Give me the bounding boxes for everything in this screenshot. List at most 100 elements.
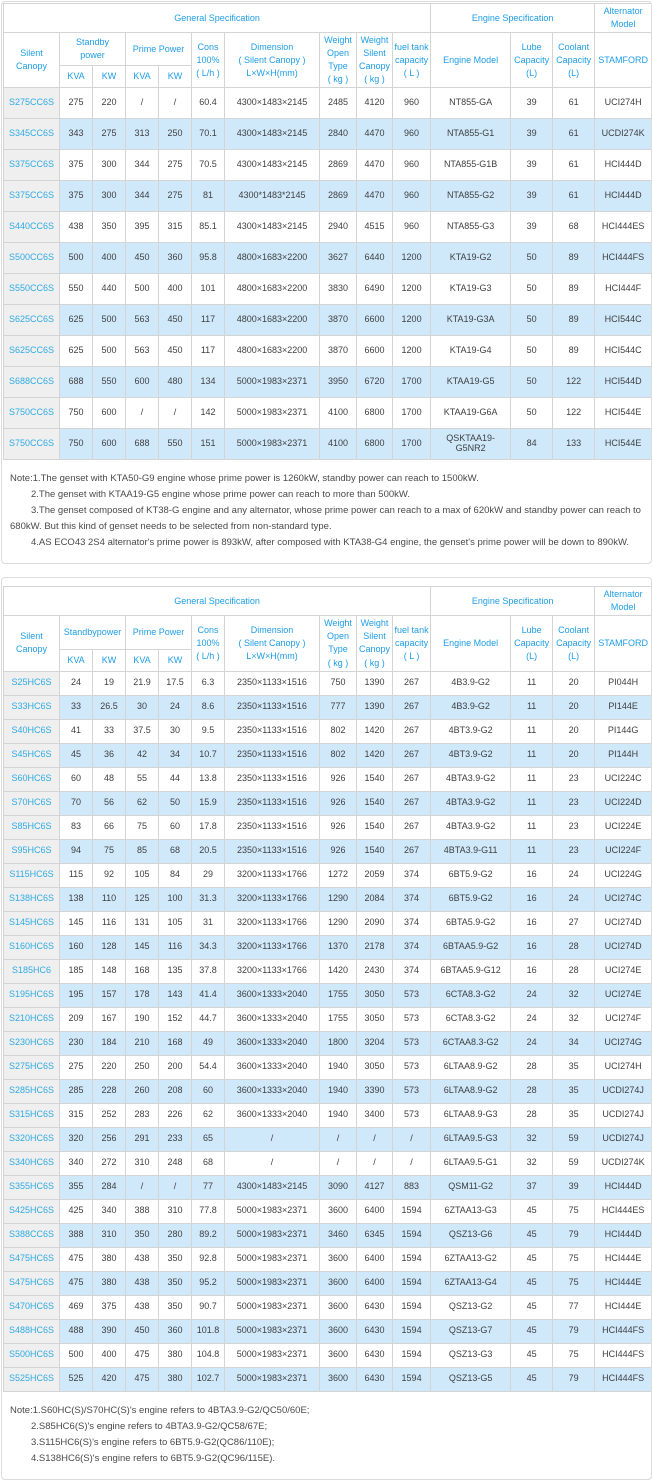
spec-cell: 41 xyxy=(59,718,93,744)
spec-cell: 1594 xyxy=(391,1342,432,1368)
spec-cell: 625 xyxy=(59,304,93,337)
model-link[interactable]: S345CC6S xyxy=(3,118,60,151)
model-link[interactable]: S340HC6S xyxy=(3,1150,60,1176)
spec-cell: PI044H xyxy=(594,670,651,696)
model-link[interactable]: S500CC6S xyxy=(3,242,60,275)
model-link[interactable]: S95HC6S xyxy=(3,838,60,864)
spec-cell: 60 xyxy=(59,766,93,792)
spec-cell: 11 xyxy=(510,694,554,720)
spec-cell: 79 xyxy=(552,1366,596,1392)
spec-cell: 20 xyxy=(552,742,596,768)
model-link[interactable]: S320HC6S xyxy=(3,1126,60,1152)
spec-cell: 167 xyxy=(92,1006,126,1032)
table-row: S625CC6S 625 500 563 450 117 4800×1683×2200 387… xyxy=(3,304,651,337)
spec-cell: 6LTAA8.9-G3 xyxy=(430,1102,512,1128)
spec-cell: 388 xyxy=(125,1198,159,1224)
model-link[interactable]: S70HC6S xyxy=(3,790,60,816)
spec-cell: 148 xyxy=(92,958,126,984)
model-link[interactable]: S355HC6S xyxy=(3,1174,60,1200)
model-link[interactable]: S85HC6S xyxy=(3,814,60,840)
spec-cell: / xyxy=(319,1126,357,1152)
model-link[interactable]: S388CC6S xyxy=(3,1222,60,1248)
table-row: S95HC6S 94 75 85 68 20.5 2350×1133×1516 926 1540… xyxy=(3,838,651,864)
model-link[interactable]: S625CC6S xyxy=(3,304,60,337)
spec-cell: 267 xyxy=(391,766,432,792)
table-row: S138HC6S 138 110 125 100 31.3 3200×1133×1766 12… xyxy=(3,886,651,912)
spec-cell: 6ZTAA13-G4 xyxy=(430,1270,512,1296)
spec-cell: 228 xyxy=(92,1078,126,1104)
model-link[interactable]: S185HC6 xyxy=(3,958,60,984)
spec-cell: HCI444FS xyxy=(594,1318,651,1344)
spec-cell: 315 xyxy=(59,1102,93,1128)
model-link[interactable]: S488HC6S xyxy=(3,1318,60,1344)
spec-cell: 960 xyxy=(391,149,432,182)
model-link[interactable]: S475HC6S xyxy=(3,1270,60,1296)
spec-cell: 24 xyxy=(158,694,192,720)
spec-cell: 134 xyxy=(191,366,225,399)
model-link[interactable]: S525HC6S xyxy=(3,1366,60,1392)
model-link[interactable]: S625CC6S xyxy=(3,335,60,368)
model-link[interactable]: S60HC6S xyxy=(3,766,60,792)
model-link[interactable]: S375CC6S xyxy=(3,149,60,182)
model-link[interactable]: S195HC6S xyxy=(3,982,60,1008)
col-header-stamford: STAMFORD xyxy=(594,32,651,89)
model-link[interactable]: S145HC6S xyxy=(3,910,60,936)
spec-cell: 17.5 xyxy=(158,670,192,696)
spec-cell: 2178 xyxy=(356,934,393,960)
model-link[interactable]: S275CC6S xyxy=(3,87,60,120)
spec-cell: 1540 xyxy=(356,838,393,864)
spec-cell: 20 xyxy=(552,694,596,720)
spec-cell: 29 xyxy=(191,862,225,888)
spec-cell: 39 xyxy=(510,118,554,151)
table-row: S25HC6S 24 19 21.9 17.5 6.3 2350×1133×1516 750 1… xyxy=(3,670,651,696)
model-link[interactable]: S210HC6S xyxy=(3,1006,60,1032)
model-link[interactable]: S475HC6S xyxy=(3,1246,60,1272)
spec-cell: 116 xyxy=(158,934,192,960)
model-link[interactable]: S230HC6S xyxy=(3,1030,60,1056)
spec-cell: 380 xyxy=(158,1342,192,1368)
model-link[interactable]: S375CC6S xyxy=(3,180,60,213)
spec-cell: 2350×1133×1516 xyxy=(224,814,320,840)
spec-cell: KTA19-G2 xyxy=(430,242,512,275)
spec-cell: KTA19-G3 xyxy=(430,273,512,306)
spec-cell: 425 xyxy=(59,1198,93,1224)
spec-cell: 344 xyxy=(125,149,159,182)
spec-cell: 960 xyxy=(391,211,432,244)
model-link[interactable]: S138HC6S xyxy=(3,886,60,912)
model-link[interactable]: S750CC6S xyxy=(3,428,60,461)
spec-cell: 1800 xyxy=(319,1030,357,1056)
model-link[interactable]: S160HC6S xyxy=(3,934,60,960)
spec-cell: 475 xyxy=(59,1270,93,1296)
model-link[interactable]: S25HC6S xyxy=(3,670,60,696)
model-link[interactable]: S33HC6S xyxy=(3,694,60,720)
col-header-cons: Cons 100% ( L/h ) xyxy=(191,32,225,89)
spec-cell: 6CTA8.3-G2 xyxy=(430,1006,512,1032)
model-link[interactable]: S315HC6S xyxy=(3,1102,60,1128)
model-link[interactable]: S550CC6S xyxy=(3,273,60,306)
spec-cell: / xyxy=(158,87,192,120)
model-link[interactable]: S275HC6S xyxy=(3,1054,60,1080)
spec-cell: 6430 xyxy=(356,1294,393,1320)
spec-cell: 5000×1983×2371 xyxy=(224,1198,320,1224)
model-link[interactable]: S115HC6S xyxy=(3,862,60,888)
spec-cell: 60 xyxy=(158,814,192,840)
model-link[interactable]: S45HC6S xyxy=(3,742,60,768)
spec-cell: 4300×1483×2145 xyxy=(224,211,320,244)
model-link[interactable]: S425HC6S xyxy=(3,1198,60,1224)
model-link[interactable]: S40HC6S xyxy=(3,718,60,744)
spec-cell: 11 xyxy=(510,766,554,792)
spec-cell: 145 xyxy=(125,934,159,960)
col-header-lube-capacity: Lube Capacity (L) xyxy=(510,32,554,89)
model-link[interactable]: S440CC6S xyxy=(3,211,60,244)
model-link[interactable]: S500HC6S xyxy=(3,1342,60,1368)
model-link[interactable]: S688CC6S xyxy=(3,366,60,399)
spec-cell: 573 xyxy=(391,1102,432,1128)
spec-cell: 260 xyxy=(125,1078,159,1104)
model-link[interactable]: S470HC6S xyxy=(3,1294,60,1320)
model-link[interactable]: S750CC6S xyxy=(3,397,60,430)
model-link[interactable]: S285HC6S xyxy=(3,1078,60,1104)
spec-cell: 475 xyxy=(59,1246,93,1272)
spec-cell: 883 xyxy=(391,1174,432,1200)
spec-cell: 283 xyxy=(125,1102,159,1128)
spec-cell: 33 xyxy=(59,694,93,720)
